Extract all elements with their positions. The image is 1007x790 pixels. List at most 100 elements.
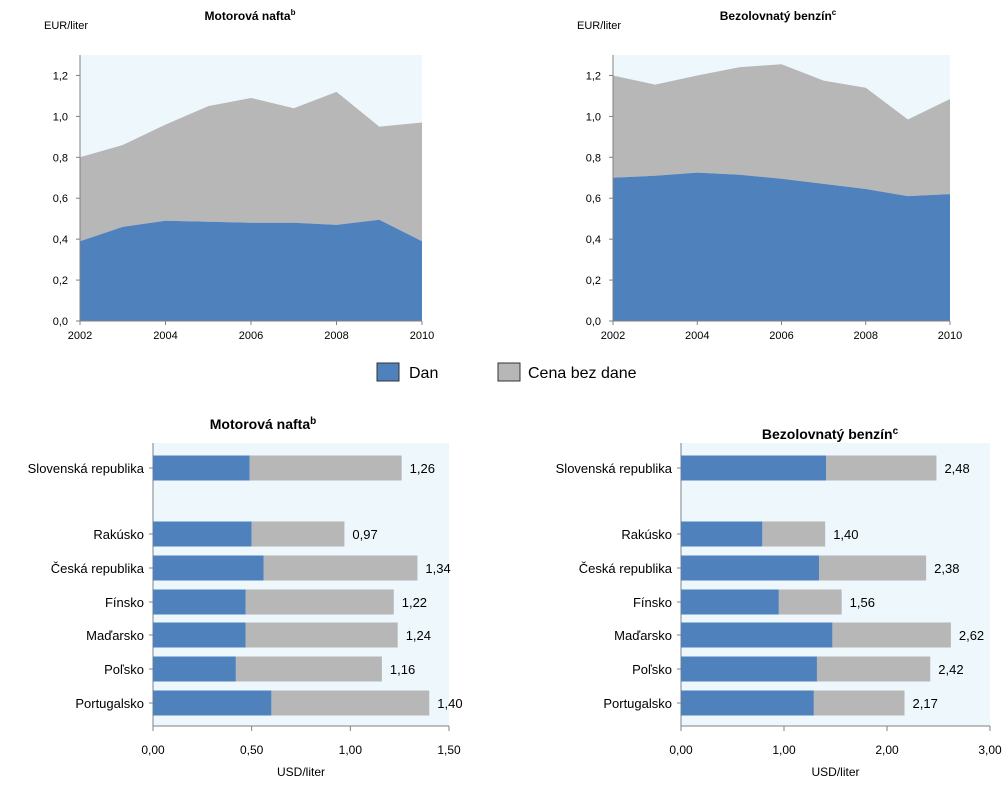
bar-chart-3: 0,00 1,00 2,00 3,00 USD/liter Slovenská repub… xyxy=(556,443,1002,779)
x-tick-label: 2004 xyxy=(685,330,709,342)
legend-swatch xyxy=(376,362,400,382)
y-tick-label: 1,0 xyxy=(586,111,601,123)
bar-dan xyxy=(681,622,833,648)
area-chart-1: 0,0 0,2 0,4 0,6 0,8 1,0 1,2 2002 2004 2006 2008 201… xyxy=(577,20,962,342)
x-tick-label: 2002 xyxy=(601,330,625,342)
y-tick-label: 0,4 xyxy=(53,234,68,246)
chart-title-text: Motorová nafta xyxy=(210,416,311,432)
bar-cena-bez-dane xyxy=(263,555,418,581)
bar-cena-bez-dane xyxy=(249,455,402,481)
bar-dan xyxy=(681,521,763,547)
bar-dan xyxy=(681,455,827,481)
bar-total-label: 1,34 xyxy=(425,561,450,576)
x-tick-label: 1,00 xyxy=(772,743,796,757)
plot-background xyxy=(153,443,449,726)
bar-cena-bez-dane xyxy=(826,455,937,481)
bar-chart-2: 0,00 0,50 1,00 1,50 USD/liter Slovenská repub… xyxy=(28,443,463,779)
y-axis-label: EUR/liter xyxy=(577,20,621,32)
bar-total-label: 0,97 xyxy=(352,527,377,542)
x-tick-label: 0,00 xyxy=(141,743,165,757)
category-label: Poľsko xyxy=(632,662,672,677)
bar-dan xyxy=(681,690,814,716)
bar-dan xyxy=(681,656,817,682)
y-tick-label: 0,8 xyxy=(53,152,68,164)
y-tick-label: 0,4 xyxy=(586,234,601,246)
x-tick-label: 1,00 xyxy=(339,743,363,757)
bar-total-label: 1,22 xyxy=(402,595,427,610)
bar-total-label: 2,62 xyxy=(959,628,984,643)
category-label: Poľsko xyxy=(104,662,144,677)
chart-title-superscript: b xyxy=(291,8,296,17)
series-area-cena-bez-dane xyxy=(613,64,950,197)
x-tick-label: 3,00 xyxy=(978,743,1002,757)
category-label: Česká republika xyxy=(579,561,673,576)
x-tick-label: 2008 xyxy=(324,330,348,342)
y-axis-label: EUR/liter xyxy=(44,20,88,32)
chart-title-text: Bezolovnatý benzín xyxy=(720,9,832,23)
series-area-cena-bez-dane xyxy=(80,91,422,242)
bar-cena-bez-dane xyxy=(819,555,927,581)
chart-title: Bezolovnatý benzínc xyxy=(762,426,899,442)
bar-cena-bez-dane xyxy=(832,622,951,648)
y-tick-label: 0,0 xyxy=(53,316,68,328)
chart-title-superscript: c xyxy=(893,426,899,437)
series-area-dan xyxy=(613,172,950,321)
bar-dan xyxy=(153,455,250,481)
bar-dan xyxy=(153,521,252,547)
bar-cena-bez-dane xyxy=(813,690,905,716)
category-label: Česká republika xyxy=(51,561,145,576)
category-label: Maďarsko xyxy=(614,628,672,643)
category-label: Fínsko xyxy=(633,595,672,610)
chart-title: Motorová naftab xyxy=(210,416,316,432)
chart-title: Motorová naftab xyxy=(205,8,296,23)
chart-title-text: Bezolovnatý benzín xyxy=(762,426,893,442)
y-tick-label: 1,0 xyxy=(53,111,68,123)
legend-swatch xyxy=(497,362,521,382)
y-tick-label: 0,2 xyxy=(586,275,601,287)
bar-total-label: 2,38 xyxy=(934,561,959,576)
y-tick-label: 0,0 xyxy=(586,316,601,328)
y-tick-label: 0,8 xyxy=(586,152,601,164)
bar-dan xyxy=(681,589,779,615)
bar-total-label: 2,17 xyxy=(913,696,938,711)
chart-title-superscript: c xyxy=(832,8,837,17)
series-area-dan xyxy=(80,219,422,321)
category-label: Fínsko xyxy=(105,595,144,610)
category-label: Rakúsko xyxy=(93,527,144,542)
bar-dan xyxy=(681,555,820,581)
y-tick-label: 0,2 xyxy=(53,275,68,287)
bar-dan xyxy=(153,589,246,615)
x-axis-label: USD/liter xyxy=(277,765,325,779)
bar-dan xyxy=(153,690,272,716)
category-label: Rakúsko xyxy=(621,527,672,542)
bar-dan xyxy=(153,656,236,682)
y-tick-label: 0,6 xyxy=(53,193,68,205)
x-tick-label: 2008 xyxy=(854,330,878,342)
bar-cena-bez-dane xyxy=(778,589,842,615)
chart-title-superscript: b xyxy=(310,416,316,427)
bar-total-label: 1,24 xyxy=(406,628,431,643)
x-axis-label: USD/liter xyxy=(811,765,859,779)
x-tick-label: 0,50 xyxy=(240,743,264,757)
bar-cena-bez-dane xyxy=(245,589,394,615)
x-tick-label: 1,50 xyxy=(437,743,461,757)
y-tick-label: 0,6 xyxy=(586,193,601,205)
x-tick-label: 2006 xyxy=(769,330,793,342)
x-tick-label: 2010 xyxy=(410,330,434,342)
bar-dan xyxy=(153,622,246,648)
bar-total-label: 1,56 xyxy=(850,595,875,610)
legend-label: Cena bez dane xyxy=(528,365,637,382)
bar-total-label: 1,40 xyxy=(833,527,858,542)
x-tick-label: 2,00 xyxy=(875,743,899,757)
plot-background xyxy=(681,443,990,726)
chart-title-text: Motorová nafta xyxy=(205,9,291,23)
category-label: Slovenská republika xyxy=(28,461,145,476)
bar-total-label: 2,48 xyxy=(944,461,969,476)
bar-cena-bez-dane xyxy=(816,656,931,682)
chart-title: Bezolovnatý benzínc xyxy=(720,8,837,23)
y-tick-label: 1,2 xyxy=(586,70,601,82)
x-tick-label: 2002 xyxy=(68,330,92,342)
bar-cena-bez-dane xyxy=(271,690,430,716)
category-label: Portugalsko xyxy=(603,696,672,711)
